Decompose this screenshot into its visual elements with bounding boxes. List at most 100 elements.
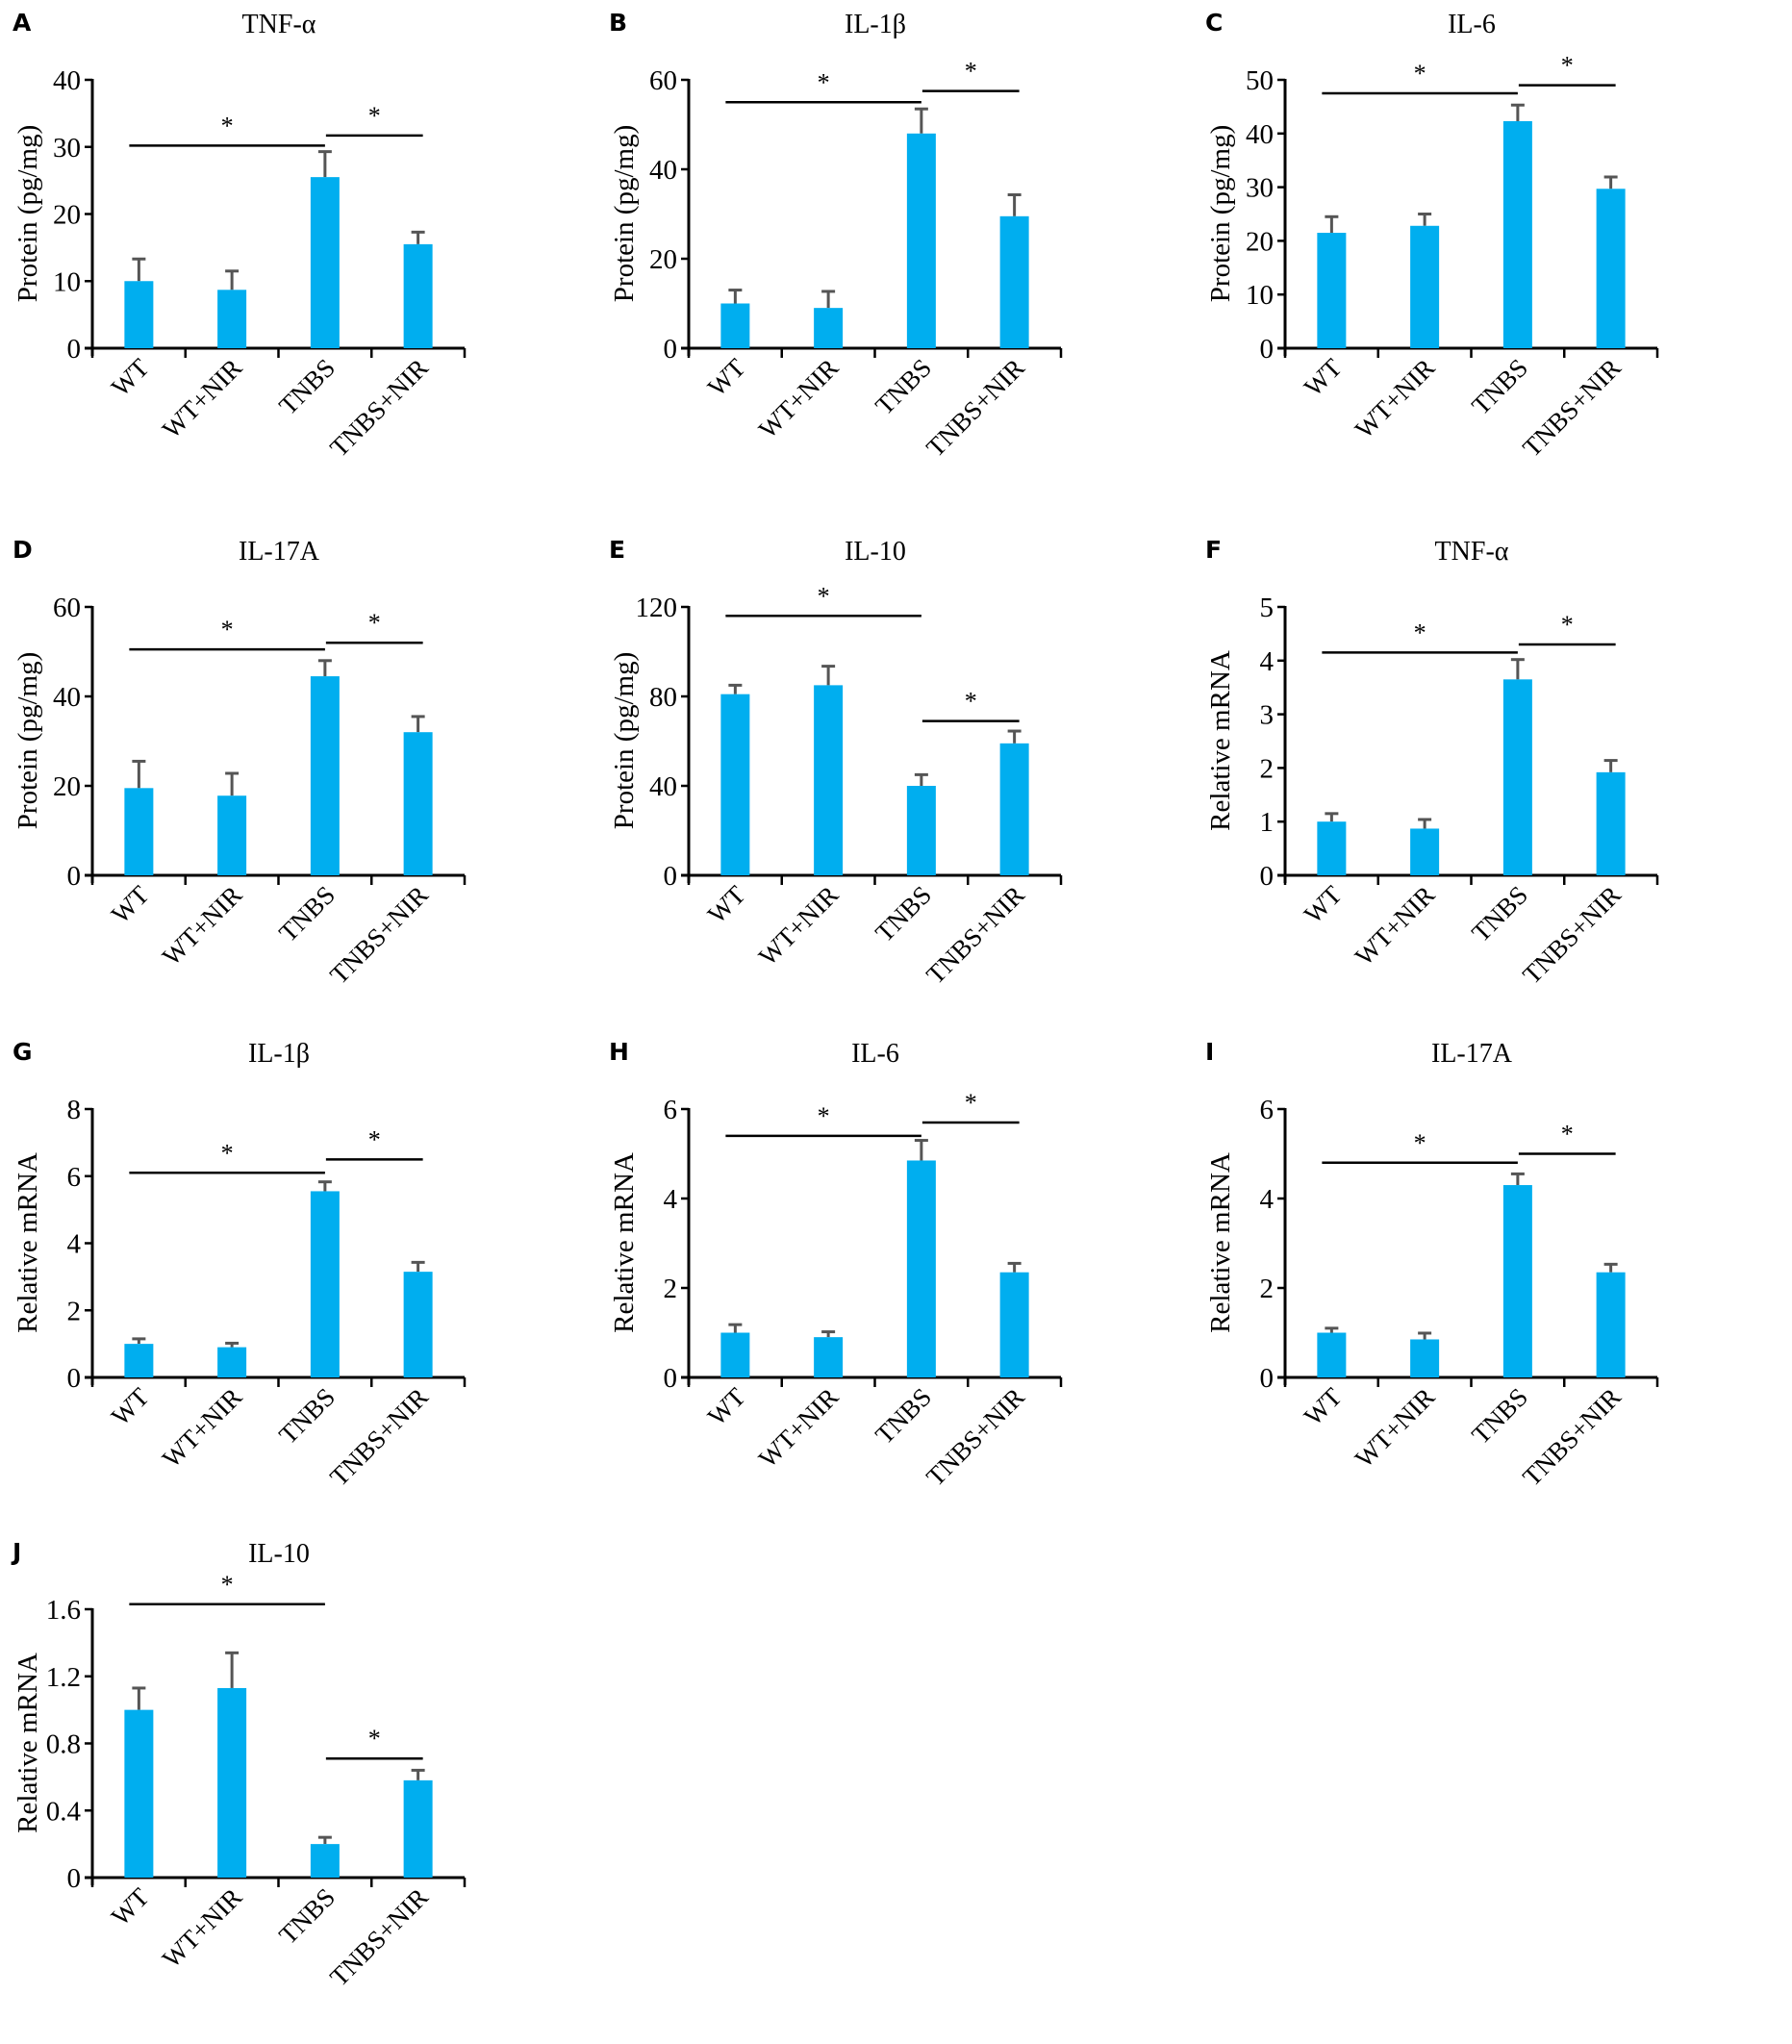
y-axis-label: Protein (pg/mg): [1205, 125, 1236, 302]
bar-wt-nir: [217, 1347, 247, 1377]
x-tick-label: TNBS+NIR: [324, 1882, 434, 1992]
chart-svg: A TNF-α Protein (pg/mg) 0 10 20 30 40 WT WT+NIR TN…: [13, 9, 467, 463]
x-tick-label: WT: [106, 880, 155, 929]
bar-tnbs-nir: [999, 215, 1029, 348]
y-tick-label: 50: [1246, 65, 1274, 96]
x-tick-label: WT+NIR: [1350, 353, 1441, 444]
bar-tnbs-nir: [999, 743, 1029, 875]
x-tick-label: TNBS+NIR: [324, 1382, 434, 1492]
x-tick-label: WT+NIR: [1350, 880, 1441, 972]
x-tick-label: TNBS: [870, 880, 937, 947]
x-tick-label: WT: [702, 1382, 751, 1431]
panel-letter: J: [11, 1538, 21, 1566]
bar-wt-nir: [814, 685, 844, 875]
chart-title: TNF-α: [242, 10, 316, 39]
chart-svg: F TNF-α Relative mRNA 0 1 2 3 4 5 WT WT+NIR TNBSTNB…: [1205, 536, 1659, 990]
chart-svg: D IL-17A Protein (pg/mg) 0 20 40 60 WT WT+NIR TNB…: [13, 536, 467, 990]
y-tick-label: 20: [53, 200, 81, 231]
x-tick-label: WT: [702, 353, 751, 402]
x-tick-label: WT: [1299, 353, 1348, 402]
bar-wt-nir: [1410, 225, 1440, 348]
y-tick-label: 20: [649, 244, 677, 275]
y-tick-label: 20: [53, 771, 81, 802]
significance-star: *: [1561, 52, 1574, 80]
significance-star: *: [1414, 60, 1426, 88]
y-tick-label: 0: [1260, 334, 1275, 365]
y-tick-label: 40: [649, 771, 677, 802]
y-tick-label: 6: [664, 1095, 678, 1125]
x-tick-label: WT+NIR: [157, 880, 248, 972]
bar-wt-nir: [1410, 828, 1440, 875]
y-tick-label: 2: [664, 1274, 678, 1304]
x-tick-label: TNBS+NIR: [1517, 880, 1627, 990]
y-tick-label: 2: [1260, 753, 1275, 784]
y-tick-label: 0: [67, 334, 82, 365]
x-tick-label: TNBS: [273, 353, 341, 420]
y-axis-label: Relative mRNA: [609, 1152, 640, 1333]
y-tick-label: 6: [67, 1162, 82, 1193]
chart-svg: C IL-6 Protein (pg/mg) 0 10 20 30 40 50 WT WT+NIR T…: [1205, 9, 1659, 463]
panel-letter: C: [1205, 9, 1223, 37]
chart-title: IL-6: [851, 1039, 899, 1069]
y-tick-label: 0: [67, 861, 82, 892]
bar-wt: [124, 788, 154, 875]
chart-svg: E IL-10 Protein (pg/mg) 0 40 80 120 WT WT+NIR TNB…: [609, 536, 1063, 990]
x-tick-label: WT+NIR: [1350, 1382, 1441, 1474]
significance-star: *: [221, 616, 234, 643]
y-tick-label: 0: [67, 1863, 82, 1894]
y-tick-label: 40: [1246, 119, 1274, 150]
bar-tnbs: [906, 786, 936, 875]
significance-star: *: [368, 102, 381, 130]
panel-letter: G: [13, 1038, 33, 1066]
bar-tnbs: [310, 177, 340, 348]
significance-star: *: [965, 58, 977, 86]
y-tick-label: 2: [1260, 1274, 1275, 1304]
bar-tnbs-nir: [403, 1779, 433, 1878]
y-tick-label: 4: [664, 1184, 678, 1215]
chart-svg: J IL-10 Relative mRNA 0 0.4 0.8 1.2 1.6 WT WT+NIR…: [11, 1538, 467, 1992]
panel-f: F TNF-α Relative mRNA 0 1 2 3 4 5 WT WT+NIR TNBS TNB…: [1193, 527, 1789, 1037]
chart-title: IL-1β: [845, 10, 906, 39]
significance-star: *: [368, 1125, 381, 1153]
significance-star: *: [818, 582, 830, 610]
x-tick-label: TNBS+NIR: [1517, 353, 1627, 463]
chart-title: IL-10: [248, 1539, 310, 1569]
x-tick-label: WT+NIR: [157, 353, 248, 444]
y-axis-label: Relative mRNA: [1205, 650, 1236, 831]
y-tick-label: 4: [1260, 646, 1275, 677]
bar-wt: [124, 1709, 154, 1878]
y-tick-label: 0: [664, 861, 678, 892]
bar-tnbs: [1502, 679, 1532, 875]
y-tick-label: 0.8: [46, 1729, 81, 1760]
y-tick-label: 0: [664, 1363, 678, 1394]
x-tick-label: WT: [1299, 1382, 1348, 1431]
y-tick-label: 0: [1260, 1363, 1275, 1394]
bar-tnbs: [906, 133, 936, 348]
y-tick-label: 10: [1246, 280, 1274, 311]
bar-tnbs-nir: [403, 1272, 433, 1377]
x-tick-label: WT+NIR: [157, 1382, 248, 1474]
bar-tnbs: [310, 1844, 340, 1878]
x-tick-label: TNBS: [870, 1382, 937, 1450]
significance-star: *: [1561, 1121, 1574, 1148]
y-axis-label: Protein (pg/mg): [609, 652, 640, 829]
chart-svg: G IL-1β Relative mRNA 0 2 4 6 8 WT WT+NIR TNBSTNBS…: [13, 1038, 467, 1492]
bar-tnbs: [1502, 1185, 1532, 1377]
y-tick-label: 1: [1260, 807, 1275, 838]
x-tick-label: TNBS+NIR: [324, 353, 434, 463]
bar-tnbs: [310, 676, 340, 875]
panel-letter: B: [609, 9, 627, 37]
x-tick-label: WT+NIR: [753, 1382, 845, 1474]
bar-tnbs-nir: [999, 1272, 1029, 1377]
significance-star: *: [965, 1089, 977, 1117]
x-tick-label: TNBS: [1466, 353, 1533, 420]
bar-wt: [1317, 1332, 1347, 1377]
y-tick-label: 6: [1260, 1095, 1275, 1125]
bar-wt: [124, 1344, 154, 1377]
significance-star: *: [221, 1571, 234, 1599]
y-tick-label: 8: [67, 1095, 82, 1125]
significance-star: *: [221, 1139, 234, 1167]
chart-title: IL-6: [1448, 10, 1496, 39]
bar-wt-nir: [217, 1687, 247, 1878]
significance-star: *: [965, 688, 977, 716]
